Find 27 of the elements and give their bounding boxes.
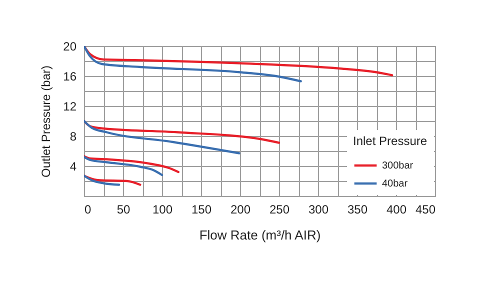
x-tick-label: 450 xyxy=(415,202,436,216)
x-tick-label: 0 xyxy=(84,202,92,216)
x-tick-label: 400 xyxy=(386,202,407,216)
y-tick-label: 20 xyxy=(63,40,77,54)
line-series xyxy=(84,174,142,186)
y-tick-label: 8 xyxy=(70,130,77,144)
line-series xyxy=(84,46,394,76)
y-tick-label: 12 xyxy=(63,100,77,114)
x-tick-label: 250 xyxy=(269,202,290,216)
x-tick-label: 200 xyxy=(230,202,251,216)
line-series xyxy=(84,46,302,82)
line-series xyxy=(84,156,164,176)
line-series xyxy=(84,120,240,154)
y-axis-title: Outlet Pressure (bar) xyxy=(39,65,54,178)
x-tick-label: 300 xyxy=(308,202,329,216)
legend-label: 300bar xyxy=(382,160,414,172)
x-tick-label: 50 xyxy=(116,202,130,216)
x-axis-title: Flow Rate (m³/h AIR) xyxy=(199,228,321,242)
line-series xyxy=(84,155,180,174)
x-tick-label: 100 xyxy=(152,202,173,216)
y-tick-label: 4 xyxy=(70,160,77,174)
y-tick-label: 16 xyxy=(63,70,77,84)
x-tick-label: 150 xyxy=(191,202,212,216)
legend-title: Inlet Pressure xyxy=(353,134,428,148)
line-series xyxy=(84,174,120,186)
legend-label: 40bar xyxy=(382,178,408,190)
x-tick-label: 350 xyxy=(347,202,368,216)
